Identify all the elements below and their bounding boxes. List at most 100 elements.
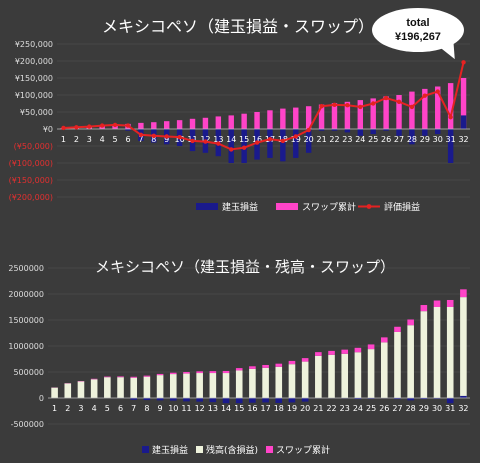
chart1-xtick-label: 10 bbox=[175, 135, 185, 144]
chart2-xtick-label: 30 bbox=[432, 404, 442, 413]
chart2-xtick-label: 24 bbox=[353, 404, 363, 413]
chart1-eval-point bbox=[448, 114, 453, 120]
chart1-eval-point bbox=[461, 60, 466, 65]
chart1-swap-bar bbox=[254, 112, 260, 129]
chart1-legend-label: スワップ累計 bbox=[302, 201, 356, 213]
chart1-title: メキシコペソ（建玉損益・スワップ） bbox=[102, 17, 374, 36]
chart2-balance-bar bbox=[222, 373, 230, 398]
chart2-swap-bar bbox=[156, 373, 164, 376]
chart1-swap-bar bbox=[267, 110, 273, 129]
chart1-eval-point bbox=[254, 140, 260, 145]
chart2-swap-bar bbox=[341, 349, 349, 354]
chart1-position-bar bbox=[344, 129, 351, 133]
chart2-balance-bar bbox=[328, 354, 335, 398]
chart2-balance-bar bbox=[169, 374, 177, 398]
chart1-position-bar bbox=[293, 129, 299, 158]
chart2-xtick-label: 1 bbox=[52, 404, 57, 413]
chart2-ytick-label: 0 bbox=[39, 394, 44, 403]
chart2-swap-bar bbox=[315, 352, 322, 356]
chart1-ytick-label: (¥50,000) bbox=[14, 142, 53, 151]
chart2-balance-bar bbox=[235, 370, 243, 398]
chart1-ytick-label: (¥150,000) bbox=[9, 176, 53, 185]
chart1-eval-point bbox=[280, 138, 286, 144]
chart2-xtick-label: 8 bbox=[144, 404, 149, 413]
chart2-xtick-label: 6 bbox=[118, 404, 123, 413]
chart2-position-bar bbox=[183, 398, 190, 402]
chart2-balance-bar bbox=[64, 383, 72, 398]
chart2-balance-bar bbox=[143, 376, 151, 398]
chart1-eval-point bbox=[396, 99, 402, 105]
chart1-position-bar bbox=[228, 129, 234, 163]
chart1-xtick-label: 32 bbox=[458, 135, 468, 144]
chart1-position-bar bbox=[396, 129, 402, 136]
chart2-xtick-label: 26 bbox=[379, 404, 389, 413]
chart2-xtick-label: 28 bbox=[406, 404, 416, 413]
chart1-xtick-label: 31 bbox=[446, 135, 456, 144]
chart1-eval-point bbox=[125, 123, 131, 128]
chart1-swap-bar bbox=[163, 121, 170, 129]
chart2-swap-bar bbox=[169, 372, 177, 375]
chart2-legend-label: 残高(含損益) bbox=[206, 444, 258, 456]
chart1-swap-bar bbox=[357, 100, 364, 129]
chart2-xtick-label: 21 bbox=[313, 404, 323, 413]
chart2-swap-bar bbox=[367, 344, 375, 350]
chart2-swap-bar bbox=[235, 368, 243, 371]
chart1-ytick-label: ¥200,000 bbox=[15, 57, 53, 66]
chart2-ytick-label: 500000 bbox=[13, 368, 44, 377]
chart1-position-bar bbox=[305, 129, 312, 153]
chart1-swap-bar bbox=[460, 78, 467, 129]
chart1-eval-point bbox=[177, 134, 182, 140]
chart2-xtick-label: 15 bbox=[234, 404, 244, 413]
chart1-xtick-label: 30 bbox=[433, 135, 443, 144]
chart1-swap-bar bbox=[215, 116, 222, 129]
chart2-xtick-label: 7 bbox=[131, 404, 136, 413]
chart1-xtick-label: 2 bbox=[74, 135, 79, 144]
chart2-xtick-label: 16 bbox=[247, 404, 257, 413]
chart2-swap-bar bbox=[222, 370, 230, 374]
chart2-ytick-label: 1000000 bbox=[8, 342, 44, 351]
chart2-balance-bar bbox=[341, 353, 349, 398]
chart2-position-bar bbox=[143, 398, 151, 401]
chart1-ytick-label: ¥250,000 bbox=[15, 40, 53, 49]
chart2-xtick-label: 23 bbox=[340, 404, 350, 413]
chart2-swap-bar bbox=[407, 319, 414, 326]
chart2-balance-bar bbox=[288, 364, 296, 398]
chart1-xtick-label: 26 bbox=[381, 135, 391, 144]
chart2-xtick-label: 11 bbox=[181, 404, 191, 413]
chart2-xtick-label: 29 bbox=[419, 404, 429, 413]
total-label: total bbox=[406, 17, 430, 29]
chart2-balance-bar bbox=[394, 331, 401, 398]
chart1-swap-bar bbox=[176, 120, 183, 129]
chart1-swap-bar bbox=[435, 86, 441, 129]
chart1-position-bar bbox=[383, 129, 389, 131]
chart2-swap-bar bbox=[104, 376, 111, 378]
chart1-xtick-label: 22 bbox=[329, 135, 339, 144]
chart2-position-bar bbox=[222, 398, 230, 404]
chart2-swap-bar bbox=[433, 300, 441, 307]
chart2-ytick-label: 1500000 bbox=[8, 316, 44, 325]
chart1-eval-point bbox=[319, 104, 324, 109]
chart1-eval-point bbox=[306, 127, 311, 133]
chart1-legend-label: 評価損益 bbox=[384, 201, 420, 213]
chart2-balance-bar bbox=[275, 366, 283, 398]
chart1-xtick-label: 8 bbox=[151, 135, 156, 144]
chart2-swap-bar bbox=[394, 326, 401, 332]
chart2-position-bar bbox=[249, 398, 256, 403]
chart2-balance-bar bbox=[156, 375, 164, 398]
chart1-position-bar bbox=[267, 129, 273, 158]
chart1-eval-point bbox=[112, 122, 118, 128]
chart1-eval-point bbox=[190, 138, 195, 144]
chart-balance-swap: メキシコペソ（建玉損益・残高・スワップ） 2500000200000015000… bbox=[8, 258, 470, 456]
chart1-legend-swatch bbox=[276, 203, 298, 210]
chart2-balance-bar bbox=[446, 307, 454, 398]
chart1-xtick-label: 4 bbox=[100, 135, 105, 144]
chart1-position-bar bbox=[331, 129, 338, 131]
chart2-balance-bar bbox=[183, 373, 190, 398]
chart2-position-bar bbox=[460, 395, 467, 398]
chart2-swap-bar bbox=[301, 358, 309, 362]
chart2-legend-swatch bbox=[196, 446, 203, 453]
chart1-swap-bar bbox=[228, 115, 234, 129]
chart2-legend-label: 建玉損益 bbox=[152, 444, 188, 456]
chart2-position-bar bbox=[420, 398, 428, 400]
chart1-eval-point bbox=[151, 133, 156, 138]
